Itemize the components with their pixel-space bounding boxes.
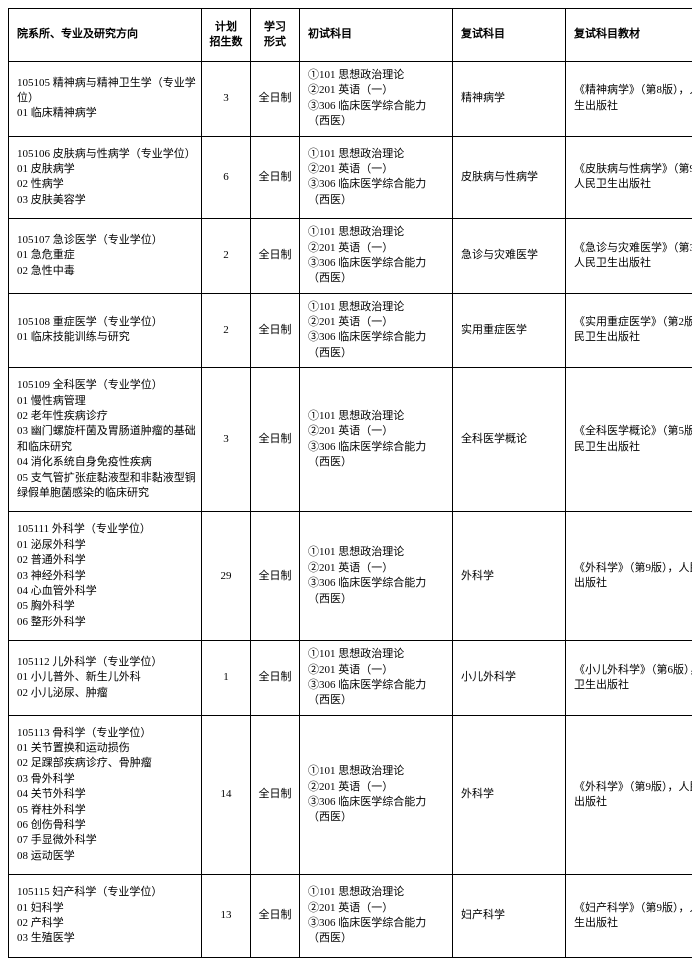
cell-re: 妇产科学: [453, 875, 566, 958]
header-row: 院系所、专业及研究方向 计划招生数 学习形式 初试科目 复试科目 复试科目教材: [9, 9, 692, 62]
cell-dept: 105115 妇产科学（专业学位）01 妇科学02 产科学03 生殖医学: [9, 875, 202, 958]
cell-re: 小儿外科学: [453, 641, 566, 716]
cell-dept: 105107 急诊医学（专业学位）01 急危重症02 急性中毒: [9, 219, 202, 294]
cell-init: ①101 思想政治理论②201 英语（一）③306 临床医学综合能力（西医）: [300, 293, 453, 368]
table-row: 105112 儿外科学（专业学位）01 小儿普外、新生儿外科02 小儿泌尿、肿瘤…: [9, 641, 692, 716]
cell-form: 全日制: [251, 512, 300, 641]
header-form: 学习形式: [251, 9, 300, 62]
cell-dept: 105106 皮肤病与性病学（专业学位）01 皮肤病学02 性病学03 皮肤美容…: [9, 136, 202, 219]
cell-plan: 14: [202, 715, 251, 875]
cell-init: ①101 思想政治理论②201 英语（一）③306 临床医学综合能力（西医）: [300, 875, 453, 958]
table-row: 105106 皮肤病与性病学（专业学位）01 皮肤病学02 性病学03 皮肤美容…: [9, 136, 692, 219]
cell-re: 急诊与灾难医学: [453, 219, 566, 294]
cell-mat: 《妇产科学》（第9版），人民卫生出版社: [566, 875, 692, 958]
cell-dept: 105111 外科学（专业学位）01 泌尿外科学02 普通外科学03 神经外科学…: [9, 512, 202, 641]
cell-plan: 2: [202, 293, 251, 368]
cell-form: 全日制: [251, 715, 300, 875]
cell-plan: 3: [202, 62, 251, 137]
table-row: 105108 重症医学（专业学位）01 临床技能训练与研究2全日制①101 思想…: [9, 293, 692, 368]
cell-mat: 《小儿外科学》（第6版），人民卫生出版社: [566, 641, 692, 716]
cell-mat: 《全科医学概论》（第5版），人民卫生出版社: [566, 368, 692, 512]
cell-dept: 105109 全科医学（专业学位）01 慢性病管理02 老年性疾病诊疗03 幽门…: [9, 368, 202, 512]
cell-re: 精神病学: [453, 62, 566, 137]
cell-form: 全日制: [251, 219, 300, 294]
cell-mat: 《实用重症医学》（第2版），人民卫生出版社: [566, 293, 692, 368]
cell-re: 全科医学概论: [453, 368, 566, 512]
table-row: 105113 骨科学（专业学位）01 关节置换和运动损伤02 足踝部疾病诊疗、骨…: [9, 715, 692, 875]
header-mat: 复试科目教材: [566, 9, 692, 62]
cell-plan: 13: [202, 875, 251, 958]
table-body: 105105 精神病与精神卫生学（专业学位）01 临床精神病学3全日制①101 …: [9, 62, 692, 958]
cell-plan: 29: [202, 512, 251, 641]
cell-dept: 105108 重症医学（专业学位）01 临床技能训练与研究: [9, 293, 202, 368]
cell-init: ①101 思想政治理论②201 英语（一）③306 临床医学综合能力（西医）: [300, 715, 453, 875]
cell-form: 全日制: [251, 641, 300, 716]
cell-re: 实用重症医学: [453, 293, 566, 368]
cell-re: 外科学: [453, 715, 566, 875]
cell-init: ①101 思想政治理论②201 英语（一）③306 临床医学综合能力（西医）: [300, 136, 453, 219]
program-table: 院系所、专业及研究方向 计划招生数 学习形式 初试科目 复试科目 复试科目教材 …: [8, 8, 692, 958]
cell-init: ①101 思想政治理论②201 英语（一）③306 临床医学综合能力（西医）: [300, 641, 453, 716]
cell-form: 全日制: [251, 368, 300, 512]
cell-init: ①101 思想政治理论②201 英语（一）③306 临床医学综合能力（西医）: [300, 512, 453, 641]
table-row: 105115 妇产科学（专业学位）01 妇科学02 产科学03 生殖医学13全日…: [9, 875, 692, 958]
header-dept: 院系所、专业及研究方向: [9, 9, 202, 62]
table-row: 105111 外科学（专业学位）01 泌尿外科学02 普通外科学03 神经外科学…: [9, 512, 692, 641]
header-plan: 计划招生数: [202, 9, 251, 62]
header-init: 初试科目: [300, 9, 453, 62]
cell-dept: 105112 儿外科学（专业学位）01 小儿普外、新生儿外科02 小儿泌尿、肿瘤: [9, 641, 202, 716]
cell-plan: 1: [202, 641, 251, 716]
cell-mat: 《外科学》（第9版），人民卫生出版社: [566, 512, 692, 641]
cell-init: ①101 思想政治理论②201 英语（一）③306 临床医学综合能力（西医）: [300, 368, 453, 512]
cell-mat: 《急诊与灾难医学》（第3版），人民卫生出版社: [566, 219, 692, 294]
cell-plan: 3: [202, 368, 251, 512]
cell-mat: 《外科学》（第9版），人民卫生出版社: [566, 715, 692, 875]
header-re: 复试科目: [453, 9, 566, 62]
table-row: 105107 急诊医学（专业学位）01 急危重症02 急性中毒2全日制①101 …: [9, 219, 692, 294]
cell-form: 全日制: [251, 62, 300, 137]
cell-form: 全日制: [251, 293, 300, 368]
cell-plan: 2: [202, 219, 251, 294]
cell-form: 全日制: [251, 875, 300, 958]
table-row: 105109 全科医学（专业学位）01 慢性病管理02 老年性疾病诊疗03 幽门…: [9, 368, 692, 512]
cell-re: 外科学: [453, 512, 566, 641]
cell-form: 全日制: [251, 136, 300, 219]
cell-dept: 105105 精神病与精神卫生学（专业学位）01 临床精神病学: [9, 62, 202, 137]
cell-init: ①101 思想政治理论②201 英语（一）③306 临床医学综合能力（西医）: [300, 62, 453, 137]
cell-mat: 《皮肤病与性病学》（第9版），人民卫生出版社: [566, 136, 692, 219]
cell-dept: 105113 骨科学（专业学位）01 关节置换和运动损伤02 足踝部疾病诊疗、骨…: [9, 715, 202, 875]
cell-plan: 6: [202, 136, 251, 219]
cell-re: 皮肤病与性病学: [453, 136, 566, 219]
cell-init: ①101 思想政治理论②201 英语（一）③306 临床医学综合能力（西医）: [300, 219, 453, 294]
cell-mat: 《精神病学》（第8版），人民卫生出版社: [566, 62, 692, 137]
table-row: 105105 精神病与精神卫生学（专业学位）01 临床精神病学3全日制①101 …: [9, 62, 692, 137]
